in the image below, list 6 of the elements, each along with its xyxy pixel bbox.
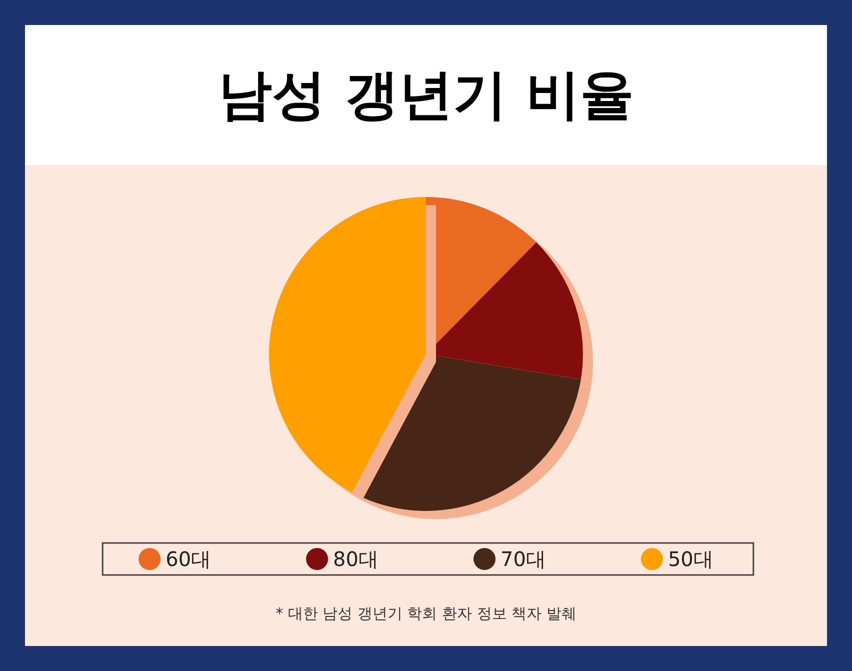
legend-label: 50대 <box>668 547 714 571</box>
text: * 대한 남성 갱년기 학회 환자 정보 책자 발췌 <box>276 604 576 622</box>
legend-label: 60대 <box>166 547 212 571</box>
legend-label: 70대 <box>500 547 546 571</box>
chart-title: 남성 갱년기 비율 <box>25 25 827 165</box>
legend-label: 80대 <box>333 547 379 571</box>
